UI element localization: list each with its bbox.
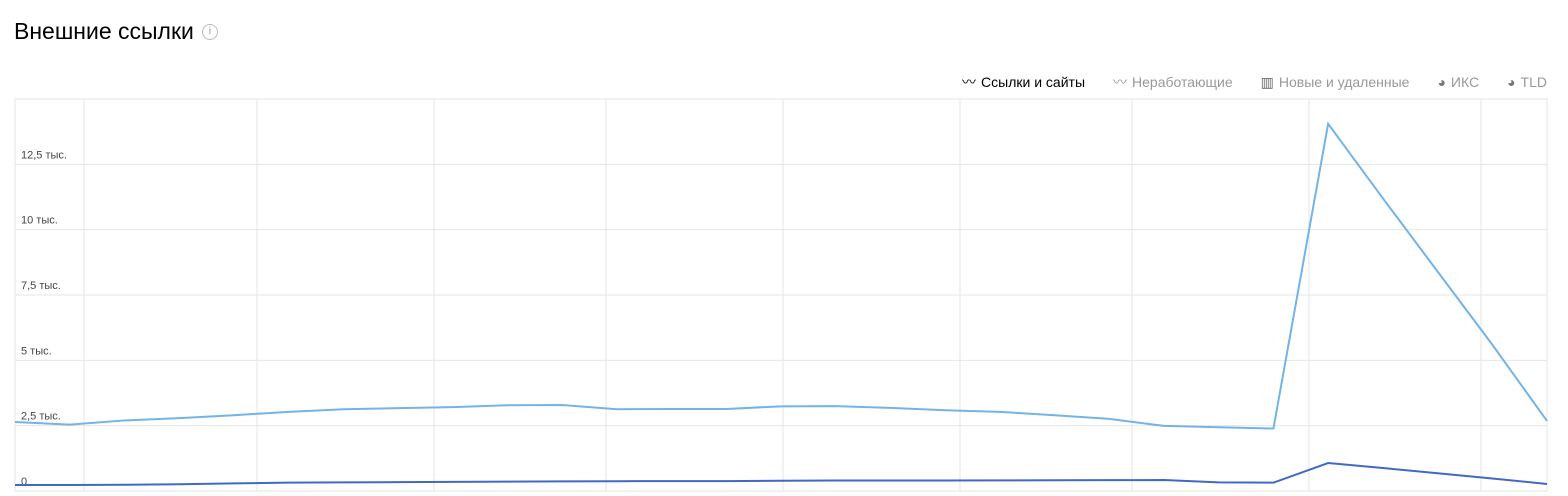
- y-tick-label: 2,5 тыс.: [21, 411, 61, 423]
- tab-broken[interactable]: 〰 Неработающие: [1113, 74, 1233, 90]
- line-chart-icon: 〰: [1113, 74, 1128, 90]
- y-tick-label: 0: [21, 476, 27, 488]
- y-tick-label: 12,5 тыс.: [21, 149, 67, 161]
- y-tick-label: 5 тыс.: [21, 345, 52, 357]
- title-text: Внешние ссылки: [14, 18, 194, 44]
- bar-chart-icon: ▥: [1260, 73, 1274, 90]
- info-icon[interactable]: i: [201, 23, 218, 40]
- tab-new-and-deleted[interactable]: ▥ Новые и удаленные: [1260, 73, 1410, 91]
- y-tick-label: 7,5 тыс.: [21, 280, 61, 292]
- pie-chart-icon: ◕: [1507, 74, 1516, 90]
- tab-links-and-sites[interactable]: 〰 Ссылки и сайты: [962, 74, 1086, 90]
- chart-tabs: 〰 Ссылки и сайты 〰 Неработающие ▥ Новые и у…: [962, 72, 1547, 92]
- series-line-0: [14, 121, 1548, 430]
- y-tick-label: 10 тыс.: [21, 215, 58, 227]
- tab-iks[interactable]: ◕ ИКС: [1437, 74, 1480, 90]
- line-chart-icon: 〰: [962, 74, 977, 90]
- page-title: Внешние ссылки i: [14, 18, 218, 45]
- pie-chart-icon: ◕: [1437, 74, 1446, 90]
- series-line-1: [15, 462, 1548, 486]
- tab-tld[interactable]: ◕ TLD: [1507, 74, 1547, 90]
